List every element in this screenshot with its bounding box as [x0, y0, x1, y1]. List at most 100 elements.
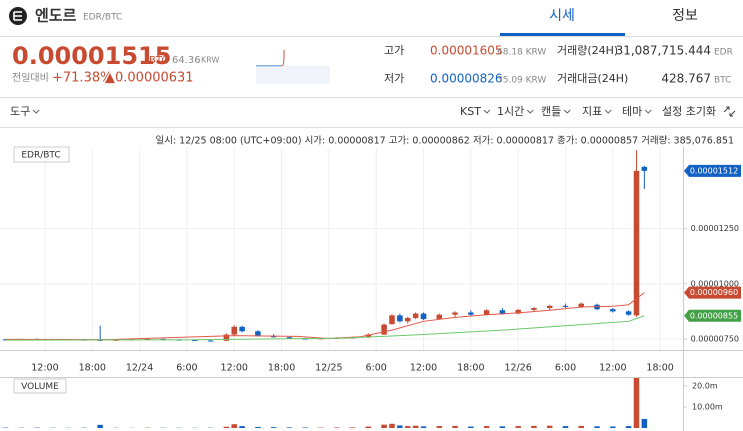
candle-body — [397, 315, 403, 322]
coin-name: 엔도르 — [35, 7, 77, 25]
x-tick-label: 12:00 — [31, 363, 58, 374]
volume-bar — [389, 423, 395, 428]
menu[interactable]: 테마 — [622, 105, 642, 118]
tab[interactable]: 시세 — [549, 8, 575, 24]
stat-unit: BTC — [714, 76, 731, 86]
menu[interactable]: 도구 — [10, 105, 30, 118]
volume-bar — [404, 426, 411, 428]
x-tick-label: 12/26 — [504, 363, 531, 374]
reset-button[interactable]: 설정 초기화 — [662, 105, 716, 118]
x-tick-label: 12:00 — [599, 363, 626, 374]
price-tag — [684, 164, 741, 177]
volume-bar — [625, 426, 632, 428]
x-tick-label: 12/25 — [315, 363, 342, 374]
expand-icon[interactable] — [723, 106, 736, 117]
volume-bar — [286, 427, 293, 428]
volume-bar — [546, 425, 553, 428]
stat-label: 거래량(24H) — [557, 44, 618, 57]
stat-value: 428.767 — [661, 72, 711, 86]
menu[interactable]: 지표 — [582, 105, 602, 118]
stat-value: 31,087,715.444 — [616, 44, 711, 58]
volume-bar — [578, 425, 585, 428]
menu[interactable]: 1시간 — [497, 105, 524, 118]
volume-bar — [239, 426, 245, 428]
volume-bar — [231, 424, 237, 428]
volume-bar — [483, 426, 490, 428]
change-amount: ▲0.00000631 — [105, 71, 194, 86]
stat-value: 0.00000826 — [430, 72, 503, 86]
change-label: 전일대비 — [12, 72, 49, 84]
candle-body — [255, 331, 261, 336]
volume-bar — [531, 425, 537, 428]
volume-bar — [349, 427, 356, 428]
candle-body — [633, 170, 640, 316]
candle-body — [231, 326, 237, 335]
candle-body — [641, 166, 648, 171]
krw-unit: KRW — [201, 56, 219, 65]
moving-average — [5, 315, 645, 341]
volume-bar — [412, 425, 419, 428]
volume-bar — [468, 426, 474, 428]
x-tick-label: 12:00 — [221, 363, 248, 374]
pair: EDR/BTC — [83, 13, 122, 23]
price-krw: 64.36 — [172, 55, 201, 66]
menu[interactable]: 캔들 — [541, 105, 561, 118]
candle-body — [436, 314, 443, 320]
candle-body — [286, 337, 293, 339]
candle-body — [404, 318, 411, 322]
x-tick-label: 18:00 — [646, 363, 673, 374]
logo-mark — [13, 11, 22, 21]
price-tag-label: 0.00000960 — [690, 288, 738, 297]
candle-body — [452, 312, 458, 315]
tab[interactable]: 정보 — [672, 8, 698, 24]
candle-body — [499, 310, 506, 314]
stat-label: 고가 — [384, 44, 404, 57]
volume-bar — [302, 427, 308, 428]
candle-body — [207, 340, 214, 342]
stat-krw: 68.18 KRW — [497, 48, 546, 58]
stat-unit: EDR — [714, 48, 733, 58]
chevron — [526, 109, 534, 114]
x-tick-label: 6:00 — [176, 363, 197, 374]
price-unit: BTC — [149, 55, 168, 66]
volume-bar — [610, 426, 616, 428]
chevron — [32, 109, 40, 114]
volume-bar — [365, 426, 372, 428]
price: 0.00001515 — [12, 42, 171, 70]
volume-bar — [334, 427, 340, 428]
candle-body — [192, 340, 198, 342]
y-tick-label: 0.00001000 — [691, 279, 739, 288]
volume-bar — [436, 426, 443, 428]
symbol-box — [13, 146, 70, 163]
x-tick-label: 12/24 — [126, 363, 153, 374]
stat-value: 0.00001605 — [430, 44, 503, 58]
y-tick-label: 0.00000750 — [691, 334, 739, 343]
candle-body — [562, 305, 569, 307]
volume-box — [13, 378, 67, 394]
chevron — [604, 109, 612, 114]
volume-bar — [223, 426, 230, 428]
chevron — [644, 109, 652, 114]
candle-body — [578, 303, 585, 307]
volume-bar — [562, 426, 569, 428]
stat-label: 거래대금(24H) — [557, 72, 628, 85]
volume-bar — [452, 425, 458, 428]
volume-bar — [255, 426, 261, 428]
candle-body — [223, 334, 230, 341]
price-tag-label: 0.00000855 — [690, 311, 738, 320]
stat-label: 저가 — [384, 72, 404, 85]
chevron — [483, 109, 491, 114]
volume-bar — [515, 426, 521, 428]
mini-chart-area — [256, 66, 330, 84]
candle-body — [381, 324, 387, 335]
menu[interactable]: KST — [460, 105, 481, 118]
candle-body — [420, 313, 427, 320]
candle-body — [468, 312, 474, 315]
chevron — [563, 109, 571, 114]
x-tick-label: 6:00 — [366, 363, 387, 374]
price-tag — [684, 286, 741, 299]
volume-bar — [641, 418, 648, 428]
candle-body — [483, 310, 490, 315]
